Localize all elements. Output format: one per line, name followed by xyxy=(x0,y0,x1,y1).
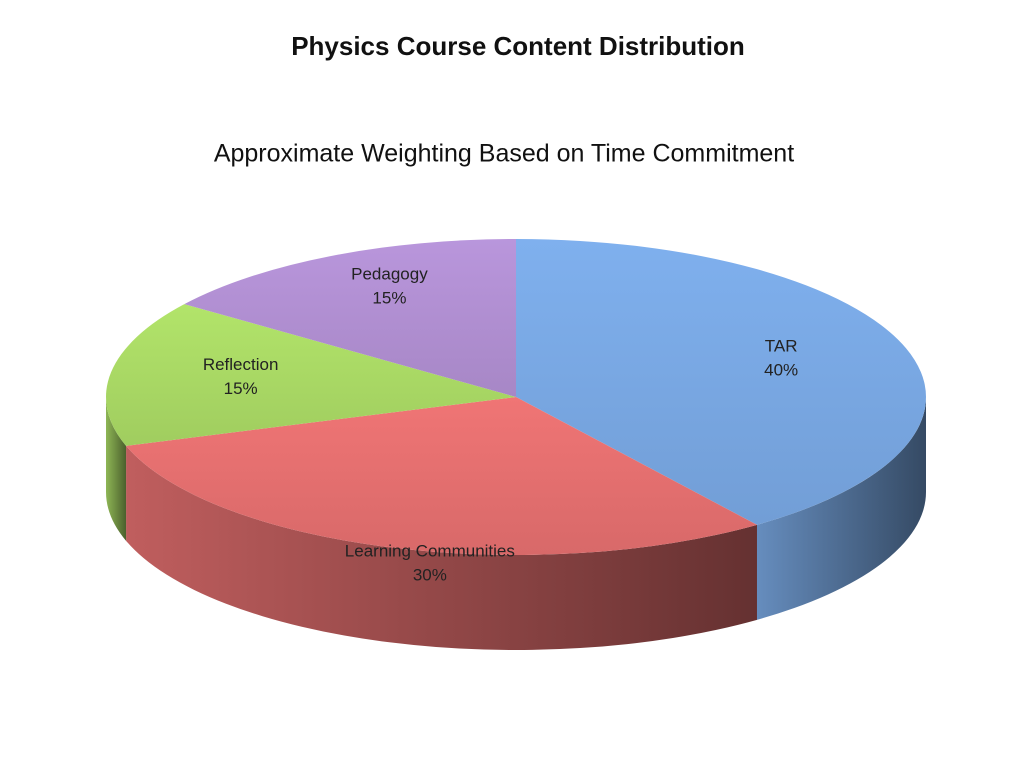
chart-subtitle: Approximate Weighting Based on Time Comm… xyxy=(214,140,794,168)
chart-title: Physics Course Content Distribution xyxy=(291,31,745,61)
slice-label: Pedagogy xyxy=(351,265,428,284)
slice-label: Learning Communities xyxy=(345,542,515,561)
value-label: 15% xyxy=(224,379,258,398)
pie-slice xyxy=(126,397,757,555)
value-label: 15% xyxy=(372,289,406,308)
value-label: 40% xyxy=(764,360,798,379)
pie-slice xyxy=(516,239,927,525)
value-label: 30% xyxy=(413,566,447,585)
pie-slice xyxy=(184,239,516,397)
slice-side xyxy=(756,397,926,620)
slice-side xyxy=(106,397,127,541)
slice-label: TAR xyxy=(765,336,798,355)
slice-label: Reflection xyxy=(203,355,279,374)
slice-side xyxy=(126,445,757,650)
pie-slice xyxy=(106,304,517,446)
